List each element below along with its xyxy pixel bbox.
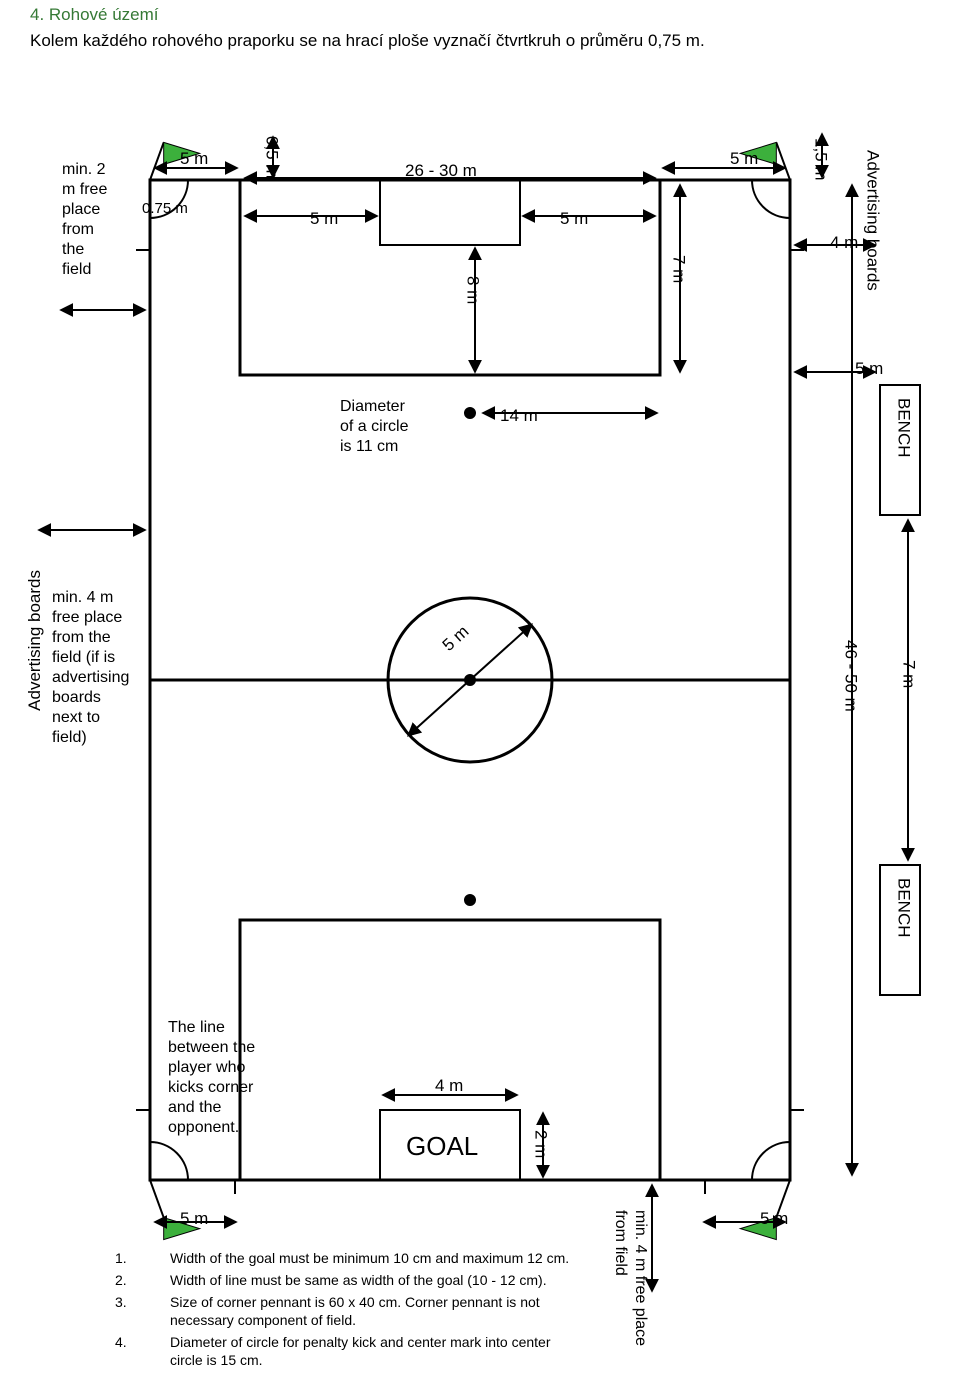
- dim-adv-4m: 4 m: [830, 232, 858, 253]
- dim-5m-bot-right: 5 m: [760, 1208, 788, 1229]
- bot-free-note: min. 4 m free place from field: [610, 1210, 650, 1380]
- note-1-n: 1.: [115, 1250, 127, 1268]
- dim-5m-top-right: 5 m: [730, 148, 758, 169]
- dim-8m: 8 m: [462, 276, 483, 304]
- dim-14m: 14 m: [500, 405, 538, 426]
- goal-label: GOAL: [406, 1130, 478, 1163]
- adv-left-label: Advertising boards: [24, 570, 45, 711]
- note-3-t: Size of corner pennant is 60 x 40 cm. Co…: [170, 1294, 540, 1329]
- left-free-4m: min. 4 m free place from the field (if i…: [52, 588, 129, 748]
- dim-5m-in-left: 5 m: [310, 208, 338, 229]
- dim-width: 26 - 30 m: [405, 160, 477, 181]
- note-1-t: Width of the goal must be minimum 10 cm …: [170, 1250, 569, 1268]
- dim-bench-5m: 5 m: [855, 358, 883, 379]
- dim-goal-4m: 4 m: [435, 1075, 463, 1096]
- dim-bench-gap-7m: 7 m: [898, 660, 919, 688]
- dim-5m-bot-left: 5 m: [180, 1208, 208, 1229]
- dim-5m-in-right: 5 m: [560, 208, 588, 229]
- bench-bot-label: BENCH: [893, 878, 914, 938]
- dim-1-5m: 1,5 m: [810, 138, 831, 181]
- note-4-n: 4.: [115, 1334, 127, 1352]
- circle-dot-info: Diameter of a circle is 11 cm: [340, 397, 408, 457]
- adv-right-label: Advertising boards: [862, 150, 883, 291]
- dim-goal-2m: 2 m: [530, 1130, 551, 1158]
- stage: 4. Rohové území Kolem každého rohového p…: [0, 0, 960, 1380]
- dim-length: 46 - 50 m: [840, 640, 861, 712]
- dim-7m: 7 m: [668, 255, 689, 283]
- note-2-n: 2.: [115, 1272, 127, 1290]
- dim-corner-075: 0.75 m: [142, 200, 188, 219]
- dim-5m-top-left: 5 m: [180, 148, 208, 169]
- corner-line-note: The line between the player who kicks co…: [168, 1018, 255, 1138]
- dim-0-5m: 0,5 m: [261, 136, 282, 179]
- note-2-t: Width of line must be same as width of t…: [170, 1272, 547, 1290]
- note-4-t: Diameter of circle for penalty kick and …: [170, 1334, 551, 1369]
- note-3-n: 3.: [115, 1294, 127, 1312]
- left-free-2m: min. 2 m free place from the field: [62, 160, 107, 280]
- bench-top-label: BENCH: [893, 398, 914, 458]
